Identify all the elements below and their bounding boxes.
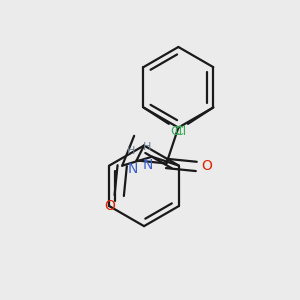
Text: H: H	[127, 146, 135, 156]
Text: O: O	[104, 199, 115, 212]
Text: Cl: Cl	[170, 125, 183, 138]
Text: N: N	[142, 158, 153, 172]
Text: Cl: Cl	[174, 125, 186, 138]
Text: H: H	[143, 142, 151, 152]
Text: O: O	[201, 159, 212, 173]
Text: N: N	[128, 162, 138, 176]
